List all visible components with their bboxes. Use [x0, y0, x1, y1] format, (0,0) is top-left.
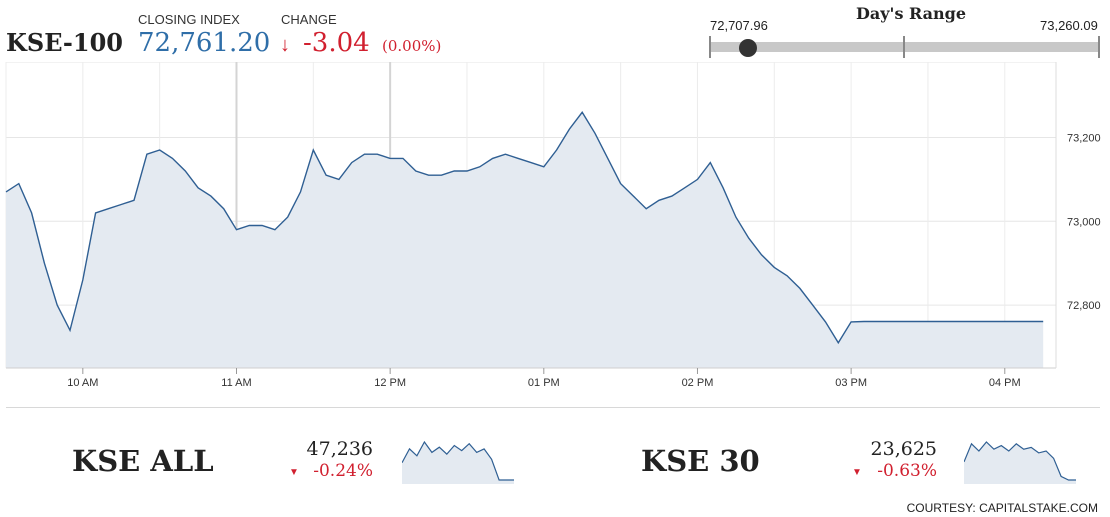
x-tick-label: 10 AM [67, 377, 98, 389]
x-tick-label: 03 PM [835, 377, 867, 389]
chart-axes: 73,200 73,000 72,800 10 AM 11 AM 12 PM 01 PM 02… [6, 62, 1101, 389]
days-range-marker [738, 39, 757, 57]
kse-30-down-icon: ▼ [852, 467, 862, 478]
days-range-track [710, 42, 1100, 52]
range-tick-mid [903, 36, 905, 58]
sparkline-area [964, 442, 1076, 484]
kse-30-sparkline [964, 441, 1076, 484]
x-tick-label: 11 AM [221, 377, 251, 389]
kse-all-name: KSE ALL [72, 444, 214, 478]
range-tick-right [1098, 36, 1100, 58]
closing-index-label: CLOSING INDEX [138, 12, 240, 27]
sparkline-line [964, 441, 1076, 481]
down-arrow-icon: ↓ [280, 34, 290, 56]
x-tick-label: 02 PM [682, 377, 714, 389]
kse-all-sparkline [402, 440, 514, 484]
change-percent: (0.00%) [382, 37, 442, 55]
closing-index-value: 72,761.20 [138, 28, 271, 58]
kse-30-name: KSE 30 [641, 444, 760, 478]
y-tick-label: 72,800 [1067, 300, 1101, 312]
price-area [6, 112, 1044, 368]
range-tick-left [709, 36, 711, 58]
sparkline-line [402, 440, 514, 481]
kse-all-down-icon: ▼ [289, 467, 299, 478]
kse-all-value: 47,236 [306, 438, 373, 460]
x-tick-label: 01 PM [528, 377, 560, 389]
days-range-low: 72,707.96 [710, 18, 768, 33]
x-tick-label: 12 PM [374, 377, 406, 389]
price-line [5, 111, 1044, 345]
days-range-high: 73,260.09 [1040, 18, 1098, 33]
section-divider [6, 407, 1100, 408]
x-tick-label: 04 PM [989, 377, 1021, 389]
courtesy-credit: COURTESY: CAPITALSTAKE.COM [906, 501, 1098, 515]
kse-all-change: -0.24% [313, 461, 373, 481]
kse-30-change: -0.63% [877, 461, 937, 481]
days-range-title: Day's Range [856, 4, 967, 23]
change-value: -3.04 [303, 28, 370, 58]
index-name: KSE-100 [6, 28, 123, 57]
kse-30-value: 23,625 [870, 438, 937, 460]
y-tick-label: 73,000 [1067, 216, 1101, 228]
intraday-chart: 73,200 73,000 72,800 10 AM 11 AM 12 PM 01 PM 02… [5, 62, 1101, 389]
y-tick-label: 73,200 [1067, 132, 1101, 144]
change-label: CHANGE [281, 12, 337, 27]
